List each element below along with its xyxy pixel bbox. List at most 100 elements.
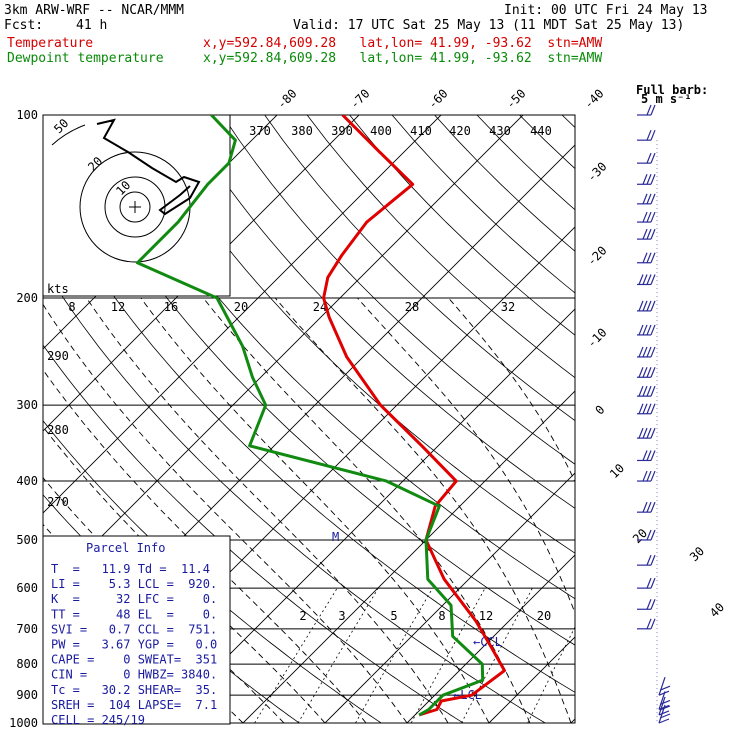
mix-marker: M bbox=[332, 530, 339, 544]
theta-label-left: 280 bbox=[47, 423, 69, 437]
dry-adiabat bbox=[391, 115, 575, 294]
theta-label: 430 bbox=[489, 124, 511, 138]
dewpoint-location: x,y=592.84,609.28 lat,lon= 41.99, -93.62… bbox=[203, 51, 603, 66]
wind-barb-feather bbox=[646, 470, 652, 482]
wind-barb-feather bbox=[646, 554, 652, 566]
wind-barb-feather bbox=[646, 252, 652, 263]
hodograph-frame bbox=[42, 114, 231, 297]
parcel-row: K = 32 LFC = 0. bbox=[51, 592, 217, 606]
wind-barb-shaft bbox=[658, 696, 666, 716]
wind-barb-feather bbox=[646, 211, 652, 223]
wind-barb-feather bbox=[642, 501, 648, 513]
theta-label: 410 bbox=[410, 124, 432, 138]
parcel-row: Tc = 30.2 SHEAR= 35. bbox=[51, 683, 217, 697]
wind-barb bbox=[637, 577, 656, 589]
isotherm-label-top: -50 bbox=[503, 86, 528, 111]
wind-barb-feather bbox=[646, 152, 652, 164]
wind-barb-flag bbox=[659, 705, 671, 711]
isotherm-label-right: 0 bbox=[592, 402, 607, 417]
wind-barb-feather bbox=[650, 346, 656, 358]
wind-barb-flag bbox=[659, 713, 671, 719]
wind-barb-feather bbox=[650, 104, 656, 116]
wind-barb-feather bbox=[650, 367, 656, 378]
isotherm-label-right: 30 bbox=[687, 544, 707, 564]
barb-note-line2: 5 m s⁻¹ bbox=[641, 92, 692, 106]
wind-barb-feather bbox=[642, 252, 648, 263]
wind-barb bbox=[637, 427, 656, 439]
wind-barb bbox=[637, 252, 656, 264]
wind-barb-feather bbox=[642, 450, 648, 461]
mixing-ratio-line bbox=[461, 587, 533, 723]
dry-adiabat bbox=[179, 115, 575, 509]
theta-label: 370 bbox=[249, 124, 271, 138]
pressure-label-800: 800 bbox=[16, 657, 38, 671]
moist-adiabat bbox=[43, 369, 367, 723]
mixing-ratio-line bbox=[254, 587, 338, 723]
wind-barb-feather bbox=[650, 252, 656, 263]
wind-barb-feather bbox=[638, 367, 644, 378]
theta-label: 440 bbox=[530, 124, 552, 138]
wind-barb bbox=[658, 691, 671, 711]
parcel-row: SREH = 104 LAPSE= 7.1 bbox=[51, 698, 217, 712]
wind-barb-feather bbox=[638, 385, 644, 397]
wind-barb-feather bbox=[650, 129, 656, 141]
pressure-label-200: 200 bbox=[16, 291, 38, 305]
dry-adiabat bbox=[605, 115, 740, 723]
wind-barb bbox=[637, 129, 656, 141]
wind-barb-flag bbox=[659, 699, 671, 706]
mixing-ratio-label: 20 bbox=[234, 300, 248, 314]
isotherm bbox=[406, 554, 575, 723]
wind-barb-shaft bbox=[658, 676, 666, 696]
wind-barb-flag bbox=[658, 718, 670, 724]
wind-barb-flag bbox=[659, 685, 671, 691]
valid-time: Valid: 17 UTC Sat 25 May 13 (11 MDT Sat … bbox=[293, 18, 685, 33]
isotherm-label-top: -80 bbox=[274, 86, 299, 111]
barb-note-line1: Full barb: bbox=[636, 83, 708, 97]
mixing-ratio-label-low: 8 bbox=[438, 609, 445, 623]
wind-barb bbox=[637, 211, 656, 223]
wind-barb-feather bbox=[650, 577, 656, 589]
isotherm bbox=[735, 115, 740, 723]
mixing-ratio-label-low: 3 bbox=[338, 609, 345, 623]
wind-barb-feather bbox=[646, 228, 652, 240]
dry-adiabat bbox=[306, 115, 575, 379]
wind-barb-feather bbox=[642, 403, 648, 414]
pressure-label-500: 500 bbox=[16, 533, 38, 547]
wind-barb-feather bbox=[642, 300, 648, 312]
wind-barb-feather bbox=[650, 554, 656, 566]
hodograph-units: kts bbox=[47, 282, 69, 296]
wind-barb bbox=[637, 152, 656, 164]
theta-label: 380 bbox=[291, 124, 313, 138]
wind-barb-feather bbox=[646, 385, 652, 397]
theta-label: 420 bbox=[449, 124, 471, 138]
pressure-label-400: 400 bbox=[16, 474, 38, 488]
wind-barb-feather bbox=[646, 529, 652, 541]
dry-adiabat bbox=[264, 115, 575, 422]
isotherm bbox=[570, 718, 575, 723]
parcel-row: SVI = 0.7 CCL = 751. bbox=[51, 622, 217, 636]
wind-barb-feather bbox=[642, 274, 648, 285]
parcel-title: Parcel Info bbox=[86, 541, 165, 555]
wind-barb-feather bbox=[650, 193, 656, 205]
parcel-row: CAPE = 0 SWEAT= 351 bbox=[51, 653, 217, 667]
wind-barb bbox=[637, 367, 656, 378]
mixing-ratio-line bbox=[297, 587, 379, 723]
wind-barb bbox=[637, 554, 656, 566]
parcel-row: T = 11.9 Td = 11.4 bbox=[51, 562, 210, 576]
isotherm bbox=[488, 636, 575, 723]
wind-barb-feather bbox=[642, 385, 648, 397]
pressure-label-600: 600 bbox=[16, 581, 38, 595]
isotherm bbox=[43, 115, 442, 514]
mixing-ratio-label: 8 bbox=[68, 300, 75, 314]
parcel-row: TT = 48 EL = 0. bbox=[51, 607, 217, 621]
wind-barb-feather bbox=[638, 300, 644, 312]
wind-barb bbox=[637, 324, 656, 336]
wind-barb bbox=[637, 228, 656, 240]
parcel-panel-frame bbox=[42, 535, 231, 725]
model-title: 3km ARW-WRF -- NCAR/MMM bbox=[4, 3, 185, 18]
moist-adiabat bbox=[86, 297, 449, 723]
wind-barb-feather bbox=[642, 174, 648, 185]
wind-barb bbox=[658, 676, 671, 696]
isotherm-label-right: -10 bbox=[584, 325, 609, 350]
